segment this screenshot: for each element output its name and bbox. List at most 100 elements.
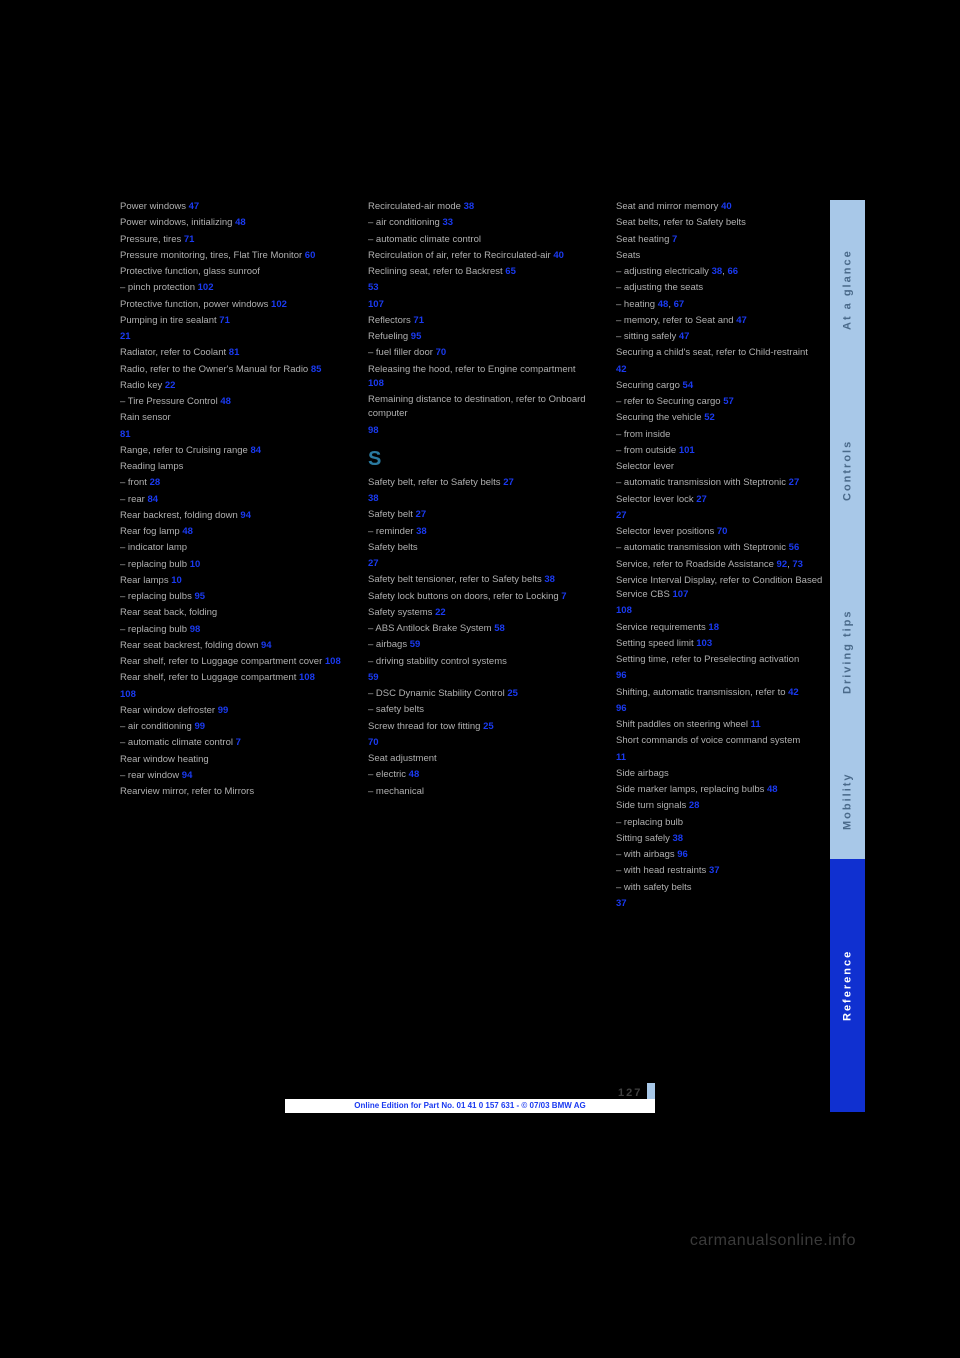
index-page-ref[interactable]: 52	[704, 412, 715, 423]
side-tab[interactable]: Driving tips	[830, 560, 865, 744]
index-page-ref[interactable]: 25	[483, 721, 494, 732]
index-page-ref[interactable]: 48	[409, 769, 420, 780]
index-page-ref[interactable]: 70	[368, 737, 379, 748]
index-page-ref[interactable]: 85	[311, 364, 322, 375]
index-page-ref[interactable]: 70	[717, 526, 728, 537]
index-page-ref[interactable]: 37	[616, 898, 627, 909]
index-page-ref[interactable]: 40	[721, 201, 732, 212]
index-page-ref[interactable]: 27	[416, 509, 427, 520]
index-page-ref[interactable]: 60	[305, 250, 316, 261]
index-page-ref[interactable]: 7	[236, 737, 241, 748]
index-page-ref[interactable]: 98	[368, 425, 379, 436]
index-page-ref[interactable]: 56	[789, 542, 800, 553]
index-page-ref[interactable]: 27	[368, 558, 379, 569]
index-page-ref[interactable]: 84	[250, 445, 261, 456]
index-page-ref[interactable]: 108	[368, 378, 384, 389]
index-page-ref[interactable]: 48	[658, 299, 669, 310]
index-page-ref[interactable]: 27	[696, 494, 707, 505]
index-page-ref[interactable]: 7	[561, 591, 566, 602]
index-page-ref[interactable]: 59	[368, 672, 379, 683]
index-page-ref[interactable]: 107	[368, 299, 384, 310]
index-page-ref[interactable]: 28	[689, 800, 700, 811]
side-tab[interactable]: At a glance	[830, 200, 865, 380]
index-entry: Radio, refer to the Owner's Manual for R…	[120, 363, 344, 377]
index-page-ref[interactable]: 108	[120, 689, 136, 700]
index-page-ref[interactable]: 99	[218, 705, 229, 716]
index-page-ref[interactable]: 108	[616, 605, 632, 616]
index-page-ref[interactable]: 71	[413, 315, 424, 326]
index-entry: – heating 48, 67	[616, 298, 840, 312]
index-page-ref[interactable]: 27	[789, 477, 800, 488]
index-page-ref[interactable]: 107	[673, 589, 689, 600]
index-page-ref[interactable]: 25	[507, 688, 518, 699]
index-page-ref[interactable]: 94	[261, 640, 272, 651]
index-page-ref[interactable]: 98	[190, 624, 201, 635]
index-page-ref[interactable]: 65	[505, 266, 516, 277]
index-page-ref[interactable]: 48	[235, 217, 246, 228]
index-page-ref[interactable]: 66	[727, 266, 738, 277]
index-page-ref[interactable]: 22	[435, 607, 446, 618]
index-page-ref[interactable]: 92	[777, 559, 788, 570]
index-page-ref[interactable]: 59	[410, 639, 421, 650]
side-tab[interactable]: Mobility	[830, 744, 865, 859]
index-page-ref[interactable]: 53	[368, 282, 379, 293]
index-page-ref[interactable]: 22	[165, 380, 176, 391]
index-page-ref[interactable]: 95	[194, 591, 205, 602]
index-page-ref[interactable]: 73	[792, 559, 803, 570]
index-page-ref[interactable]: 84	[147, 494, 158, 505]
index-page-ref[interactable]: 71	[219, 315, 230, 326]
index-page-ref[interactable]: 94	[240, 510, 251, 521]
index-page-ref[interactable]: 81	[120, 429, 131, 440]
index-page-ref[interactable]: 48	[767, 784, 778, 795]
index-entry-text: – with safety belts	[616, 882, 692, 893]
index-page-ref[interactable]: 54	[683, 380, 694, 391]
index-page-ref[interactable]: 58	[494, 623, 505, 634]
index-page-ref[interactable]: 38	[416, 526, 427, 537]
index-page-ref[interactable]: 47	[736, 315, 747, 326]
index-page-ref[interactable]: 95	[411, 331, 422, 342]
index-page-ref[interactable]: 42	[788, 687, 799, 698]
index-page-ref[interactable]: 7	[672, 234, 677, 245]
index-page-ref[interactable]: 38	[712, 266, 723, 277]
index-page-ref[interactable]: 38	[673, 833, 684, 844]
index-page-ref[interactable]: 38	[464, 201, 475, 212]
index-page-ref[interactable]: 27	[616, 510, 627, 521]
index-page-ref[interactable]: 48	[220, 396, 231, 407]
index-page-ref[interactable]: 103	[696, 638, 712, 649]
index-page-ref[interactable]: 28	[150, 477, 161, 488]
index-page-ref[interactable]: 57	[723, 396, 734, 407]
index-page-ref[interactable]: 67	[674, 299, 685, 310]
index-page-ref[interactable]: 102	[271, 299, 287, 310]
index-page-ref[interactable]: 99	[194, 721, 205, 732]
index-page-ref[interactable]: 18	[708, 622, 719, 633]
index-page-ref[interactable]: 38	[544, 574, 555, 585]
index-page-ref[interactable]: 101	[679, 445, 695, 456]
index-page-ref[interactable]: 10	[190, 559, 201, 570]
index-page-ref[interactable]: 42	[616, 364, 627, 375]
index-entry-text: Releasing the hood, refer to Engine comp…	[368, 364, 576, 375]
side-tab[interactable]: Reference	[830, 859, 865, 1112]
index-page-ref[interactable]: 108	[325, 656, 341, 667]
index-page-ref[interactable]: 10	[171, 575, 182, 586]
index-page-ref[interactable]: 21	[120, 331, 131, 342]
index-page-ref[interactable]: 47	[679, 331, 690, 342]
index-page-ref[interactable]: 96	[616, 703, 627, 714]
index-page-ref[interactable]: 81	[229, 347, 240, 358]
index-page-ref[interactable]: 96	[616, 670, 627, 681]
side-tab[interactable]: Controls	[830, 380, 865, 560]
index-page-ref[interactable]: 108	[299, 672, 315, 683]
index-page-ref[interactable]: 48	[182, 526, 193, 537]
index-page-ref[interactable]: 70	[436, 347, 447, 358]
index-page-ref[interactable]: 94	[182, 770, 193, 781]
index-page-ref[interactable]: 37	[709, 865, 720, 876]
index-page-ref[interactable]: 33	[442, 217, 453, 228]
index-page-ref[interactable]: 96	[677, 849, 688, 860]
index-page-ref[interactable]: 40	[553, 250, 564, 261]
index-page-ref[interactable]: 11	[616, 752, 626, 763]
index-page-ref[interactable]: 71	[184, 234, 195, 245]
index-page-ref[interactable]: 11	[751, 719, 761, 730]
index-page-ref[interactable]: 38	[368, 493, 379, 504]
index-page-ref[interactable]: 47	[189, 201, 200, 212]
index-page-ref[interactable]: 102	[198, 282, 214, 293]
index-page-ref[interactable]: 27	[503, 477, 514, 488]
